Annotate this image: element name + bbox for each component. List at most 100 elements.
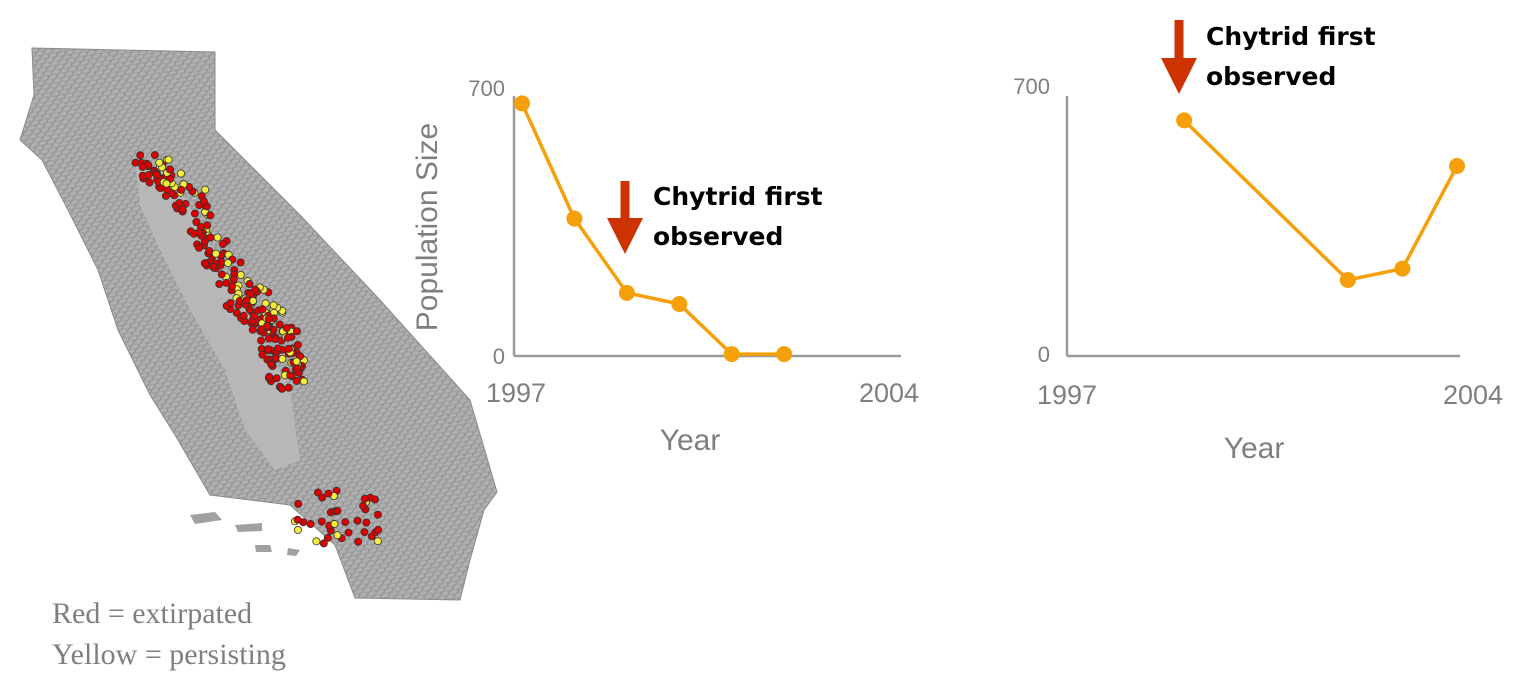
annotation-line2: observed <box>1206 62 1336 91</box>
persisting-site-dot <box>292 357 301 366</box>
extirpated-site-dot <box>205 246 214 255</box>
extirpated-site-dot <box>354 537 363 546</box>
data-point <box>514 95 530 112</box>
data-point <box>566 210 583 227</box>
extirpated-site-dot <box>283 333 292 342</box>
extirpated-site-dot <box>324 489 333 498</box>
extirpated-site-dot <box>229 275 238 284</box>
persisting-site-dot <box>248 296 257 305</box>
persisting-site-dot <box>236 270 245 279</box>
extirpated-site-dot <box>206 211 215 220</box>
series-points <box>514 95 793 363</box>
extirpated-site-dot <box>242 296 251 305</box>
extirpated-site-dot <box>215 279 224 288</box>
extirpated-site-dot <box>258 350 267 359</box>
data-point <box>671 296 688 312</box>
extirpated-site-dot <box>284 344 293 353</box>
x-tick-end: 2004 <box>859 378 919 408</box>
extirpated-site-dot <box>199 197 208 206</box>
extirpated-site-dot <box>249 311 258 320</box>
extirpated-site-dot <box>167 189 176 198</box>
x-tick-end: 2004 <box>1443 380 1503 410</box>
x-tick-start: 1997 <box>486 378 546 408</box>
extirpated-site-dot <box>257 336 266 345</box>
extirpated-site-dot <box>333 506 342 515</box>
persisting-site-dot <box>299 377 308 386</box>
series-points <box>1176 112 1465 288</box>
extirpated-site-dot <box>323 533 332 542</box>
extirpated-site-dot <box>362 518 371 527</box>
extirpated-site-dot <box>245 279 254 288</box>
persisting-site-dot <box>333 531 342 540</box>
persisting-site-dot <box>373 537 382 546</box>
x-axis-label: Year <box>1224 432 1285 465</box>
persisting-site-dot <box>213 233 222 242</box>
persisting-site-dot <box>211 249 220 258</box>
persisting-site-dot <box>312 537 321 546</box>
extirpated-site-dot <box>272 374 281 383</box>
extirpated-site-dot <box>271 335 280 344</box>
x-axis-label: Year <box>660 424 721 457</box>
extirpated-site-dot <box>286 371 295 380</box>
data-point <box>1176 112 1193 129</box>
california-map <box>19 47 498 601</box>
data-point <box>1449 158 1465 174</box>
persisting-site-dot <box>176 169 185 178</box>
extirpated-site-dot <box>138 162 147 171</box>
extirpated-site-dot <box>267 360 276 369</box>
y-tick-max: 700 <box>468 76 505 101</box>
data-point <box>618 284 635 301</box>
extirpated-site-dot <box>273 344 282 353</box>
extirpated-site-dot <box>282 323 291 332</box>
extirpated-site-dot <box>194 243 203 252</box>
extirpated-site-dot <box>263 321 272 330</box>
annotation-line2: observed <box>653 222 783 251</box>
data-point <box>1339 272 1356 288</box>
extirpated-site-dot <box>232 308 241 317</box>
extirpated-site-dot <box>271 353 280 362</box>
data-point <box>723 346 740 363</box>
x-tick-start: 1997 <box>1037 380 1097 410</box>
extirpated-site-dot <box>217 257 226 266</box>
persisting-site-dot <box>293 525 302 534</box>
persisting-site-dot <box>278 354 287 363</box>
chart-left: 700 0 1997 2004 Year Population Size Chy… <box>411 76 919 457</box>
persisting-site-dot <box>330 519 339 528</box>
extirpated-site-dot <box>319 539 328 548</box>
chart-right: 700 0 1997 2004 Year Chytrid first obser… <box>1013 20 1503 465</box>
channel-islands <box>190 512 300 556</box>
extirpated-site-dot <box>144 170 153 179</box>
persisting-site-dot <box>162 179 171 188</box>
extirpated-site-dot <box>190 209 199 218</box>
y-tick-min: 0 <box>1038 342 1050 367</box>
extirpated-site-dot <box>145 178 154 187</box>
extirpated-site-dot <box>258 305 267 314</box>
extirpated-site-dot <box>178 205 187 214</box>
extirpated-site-dot <box>150 151 159 160</box>
extirpated-site-dot <box>341 518 350 527</box>
extirpated-site-dot <box>318 493 327 502</box>
annotation-line1: Chytrid first <box>1206 22 1376 51</box>
extirpated-site-dot <box>374 525 383 534</box>
extirpated-site-dot <box>165 165 174 174</box>
extirpated-site-dot <box>306 520 315 529</box>
extirpated-site-dot <box>293 515 302 524</box>
extirpated-site-dot <box>344 528 353 537</box>
extirpated-site-dot <box>359 501 368 510</box>
persisting-site-dot <box>164 155 173 164</box>
extirpated-site-dot <box>293 340 302 349</box>
extirpated-site-dot <box>246 290 255 299</box>
extirpated-site-dot <box>189 229 198 238</box>
extirpated-site-dot <box>264 314 273 323</box>
extirpated-site-dot <box>175 198 184 207</box>
extirpated-site-dot <box>263 345 272 354</box>
extirpated-site-dot <box>292 327 301 336</box>
persisting-site-dot <box>269 301 278 310</box>
extirpated-site-dot <box>317 517 326 526</box>
series-line <box>1182 119 1459 282</box>
extirpated-site-dot <box>177 185 186 194</box>
series-line <box>520 102 785 356</box>
legend-extirpated: Red = extirpated <box>52 597 252 630</box>
extirpated-site-dot <box>248 325 257 334</box>
